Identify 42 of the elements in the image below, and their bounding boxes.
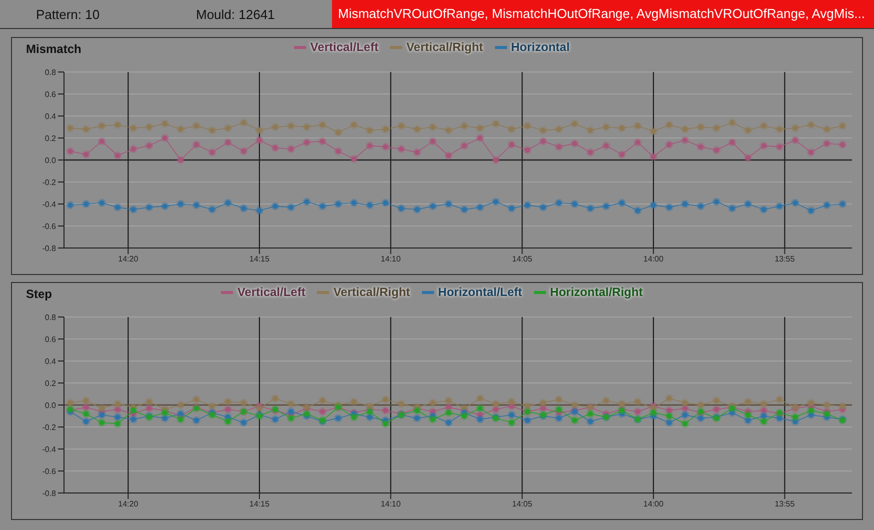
x-tick-label: 14:05: [512, 500, 533, 509]
y-tick-label: 0.0: [44, 156, 57, 165]
y-tick-label: 0.2: [44, 378, 57, 388]
chart-title: Step: [26, 287, 52, 301]
x-tick-label: 14:20: [118, 500, 139, 509]
x-tick-label: 14:10: [380, 254, 402, 264]
chart-title: Mismatch: [26, 42, 82, 56]
y-tick-label: -0.6: [42, 222, 57, 231]
legend-label: Vertical/Right: [333, 285, 410, 299]
y-tick-label: -0.4: [42, 444, 57, 454]
x-tick-label: 14:20: [118, 254, 139, 264]
legend-label: Horizontal/Left: [438, 285, 522, 299]
y-tick-label: 0.6: [44, 90, 57, 99]
y-tick-label: 0.8: [44, 312, 57, 322]
y-tick-label: -0.8: [42, 488, 57, 498]
x-tick-label: 13:55: [774, 500, 796, 509]
text: MismatchVROutOfRange, MismatchHOutOfRange, AvgMismatchVROutOfRange, AvgMis...: [332, 0, 874, 28]
x-tick-label: 14:15: [249, 500, 270, 509]
legend-label: Horizontal/Right: [550, 285, 643, 299]
y-tick-label: -0.2: [42, 178, 57, 187]
y-tick-label: 0.0: [44, 400, 57, 410]
x-tick-label: 14:00: [643, 500, 664, 509]
x-tick-label: 14:05: [512, 254, 533, 264]
text: Mould: 12641: [195, 6, 276, 22]
legend-label: Horizontal: [511, 40, 570, 54]
y-tick-label: 0.4: [44, 112, 57, 121]
x-tick-label: 14:10: [380, 500, 402, 509]
x-tick-label: 14:15: [249, 254, 270, 264]
legend-label: Vertical/Right: [406, 40, 484, 54]
y-tick-label: 0.6: [44, 334, 57, 344]
legend-label: Vertical/Left: [237, 285, 306, 299]
y-tick-label: 0.2: [44, 134, 57, 143]
y-tick-label: -0.6: [42, 466, 57, 476]
y-tick-label: 0.4: [44, 356, 57, 366]
x-tick-label: 14:00: [643, 254, 664, 264]
y-tick-label: -0.2: [42, 422, 57, 432]
x-tick-label: 13:55: [774, 254, 796, 264]
legend-label: Vertical/Left: [310, 40, 378, 54]
text: Pattern: 10: [35, 6, 101, 22]
y-tick-label: -0.8: [42, 244, 57, 253]
y-tick-label: -0.4: [42, 200, 57, 209]
y-tick-label: 0.8: [44, 68, 57, 77]
